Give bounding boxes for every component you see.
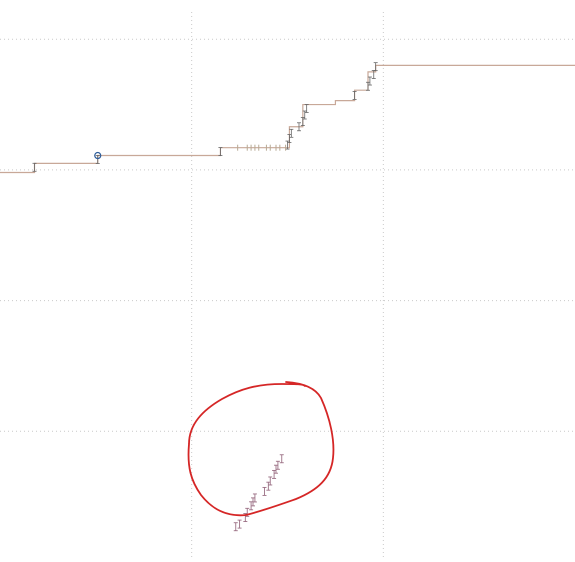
- scatter-point-8: [262, 486, 267, 496]
- scatter-point-13: [275, 460, 280, 470]
- step-error-point-5: [287, 134, 292, 143]
- hand-drawn-circle-annotation: [187, 381, 335, 517]
- step-error-point-13: [367, 76, 372, 86]
- step-error-point-3: [218, 147, 223, 157]
- scatter-point-14: [279, 454, 284, 464]
- step-error-point-11: [352, 91, 357, 100]
- step-error-point-7: [297, 122, 301, 132]
- step-error-point-10: [304, 104, 309, 113]
- step-error-point-6: [289, 128, 294, 138]
- step-error-point-2: [95, 155, 100, 164]
- annotation-layer: [187, 381, 335, 517]
- scatter-point-7: [252, 493, 257, 503]
- scatter-point-9: [266, 481, 271, 491]
- scatter-point-2: [237, 519, 242, 529]
- marker-point: [94, 151, 102, 160]
- step-error-point-12: [366, 81, 370, 91]
- step-error-point-1: [32, 162, 37, 172]
- scatter-point-10: [268, 476, 273, 486]
- series-layer: [0, 62, 575, 532]
- scatter-point-11: [272, 469, 277, 479]
- step-line: [0, 64, 575, 174]
- step-error-point-15: [373, 62, 378, 72]
- scatter-point-1: [233, 522, 238, 532]
- grid-layer: [0, 12, 575, 560]
